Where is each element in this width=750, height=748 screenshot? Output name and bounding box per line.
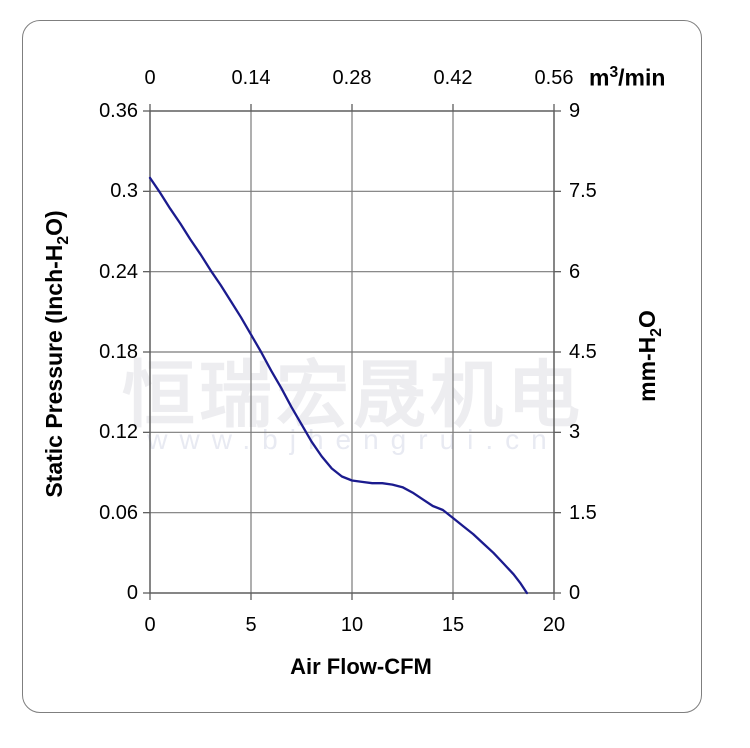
x-axis-bottom-tick-label: 0 [144, 614, 156, 636]
watermark-website: www.bjhengrui.cn [147, 424, 559, 455]
y-axis-right-tick-label: 9 [569, 100, 581, 122]
y-axis-right-tick-label: 3 [569, 421, 581, 444]
unit-text: m [589, 64, 610, 91]
y-axis-right-tick-label: 4.5 [569, 341, 597, 363]
watermark-company-name: 恒瑞宏晟机电 [122, 355, 584, 436]
x-axis-bottom-tick-label: 5 [245, 614, 257, 636]
y-axis-right-tick-label: 1.5 [569, 501, 597, 524]
y-axis-left-tick-label: 0.12 [99, 421, 138, 444]
y-axis-left-tick-label: 0.24 [99, 260, 138, 283]
y-axis-title-left: Static Pressure (Inch-H2O) [41, 210, 73, 497]
x-axis-top-tick-label: 0.56 [534, 67, 574, 89]
top-axis-unit-label: m3/min [589, 64, 665, 92]
y-axis-left-tick-label: 0.18 [99, 341, 138, 363]
y-left-title-subscript: 2 [54, 235, 72, 245]
y-axis-right-tick-label: 7.5 [569, 180, 597, 203]
x-axis-top-tick-label: 0 [144, 67, 156, 89]
y-axis-right-tick-label: 0 [569, 582, 581, 604]
y-axis-left-tick-label: 0.3 [110, 180, 138, 203]
x-axis-top-tick-label: 0.28 [332, 67, 372, 89]
x-axis-bottom-tick-label: 10 [340, 614, 364, 636]
y-left-title-text: Static Pressure (Inch-H [41, 244, 68, 498]
y-right-title-text-end: O [634, 310, 661, 329]
static-pressure-vs-airflow-curve [148, 176, 529, 595]
y-left-title-text-end: O) [41, 210, 68, 236]
unit-superscript: 3 [609, 64, 619, 81]
y-axis-right-tick-label: 6 [569, 260, 581, 283]
y-axis-left-tick-label: 0.36 [99, 100, 138, 122]
y-right-title-text: mm-H [634, 336, 661, 402]
unit-text-end: /min [618, 64, 666, 91]
x-axis-bottom-tick-label: 20 [542, 614, 566, 636]
y-axis-left-tick-label: 0 [126, 582, 138, 604]
y-right-title-subscript: 2 [647, 328, 665, 337]
chart-frame-border [22, 20, 702, 713]
x-axis-bottom-tick-label: 15 [441, 614, 465, 636]
y-axis-title-right: mm-H2O [634, 310, 666, 402]
x-axis-top-tick-label: 0.42 [433, 67, 473, 89]
y-axis-left-tick-label: 0.06 [99, 501, 138, 524]
x-axis-title: Air Flow-CFM [290, 654, 432, 679]
x-axis-top-tick-label: 0.14 [231, 67, 271, 89]
